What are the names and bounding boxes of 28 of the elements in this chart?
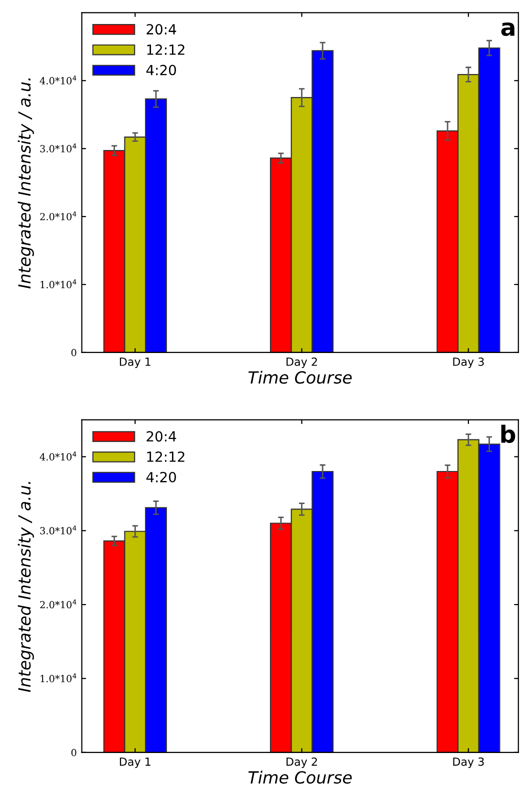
x-tick-label: Day 1 bbox=[120, 358, 150, 368]
x-tick-label: Day 2 bbox=[286, 757, 317, 768]
annotation: a bbox=[501, 22, 514, 36]
x-tick-label: Day 2 bbox=[286, 357, 317, 368]
legend-label: 4:20 bbox=[146, 64, 176, 76]
y-tick-label: 2.0*10$^{4}$ bbox=[40, 600, 76, 608]
y-tick-label: 3.0*10$^{4}$ bbox=[40, 144, 76, 152]
y-axis-title: Integrated Intensity / a.u. bbox=[18, 78, 34, 288]
annotation: b bbox=[501, 424, 516, 444]
x-tick-label: Day 1 bbox=[120, 758, 150, 768]
y-tick-label: 3.0*10$^{4}$ bbox=[40, 526, 76, 534]
legend-label: 20:4 bbox=[146, 24, 176, 35]
legend-label: 4:20 bbox=[146, 472, 176, 482]
x-axis-title: Time Course bbox=[248, 770, 352, 784]
y-tick-label: 1.0*10$^{4}$ bbox=[40, 673, 76, 682]
legend-label: 20:4 bbox=[146, 431, 176, 442]
y-tick-label: 4.0*10$^{4}$ bbox=[40, 452, 76, 460]
x-axis-title: Time Course bbox=[248, 370, 352, 384]
legend-label: 12:12 bbox=[147, 44, 184, 55]
y-tick-label: 2.0*10$^{4}$ bbox=[40, 211, 76, 220]
y-tick-label: 0 bbox=[71, 348, 76, 356]
x-tick-label: Day 3 bbox=[453, 757, 484, 768]
y-tick-label: 1.0*10$^{4}$ bbox=[40, 279, 76, 288]
y-tick-label: 4.0*10$^{4}$ bbox=[40, 76, 76, 84]
legend-label: 12:12 bbox=[147, 452, 184, 462]
y-axis-title: Integrated Intensity / a.u. bbox=[18, 482, 34, 692]
x-tick-label: Day 3 bbox=[453, 357, 484, 368]
y-tick-label: 0 bbox=[71, 748, 76, 756]
